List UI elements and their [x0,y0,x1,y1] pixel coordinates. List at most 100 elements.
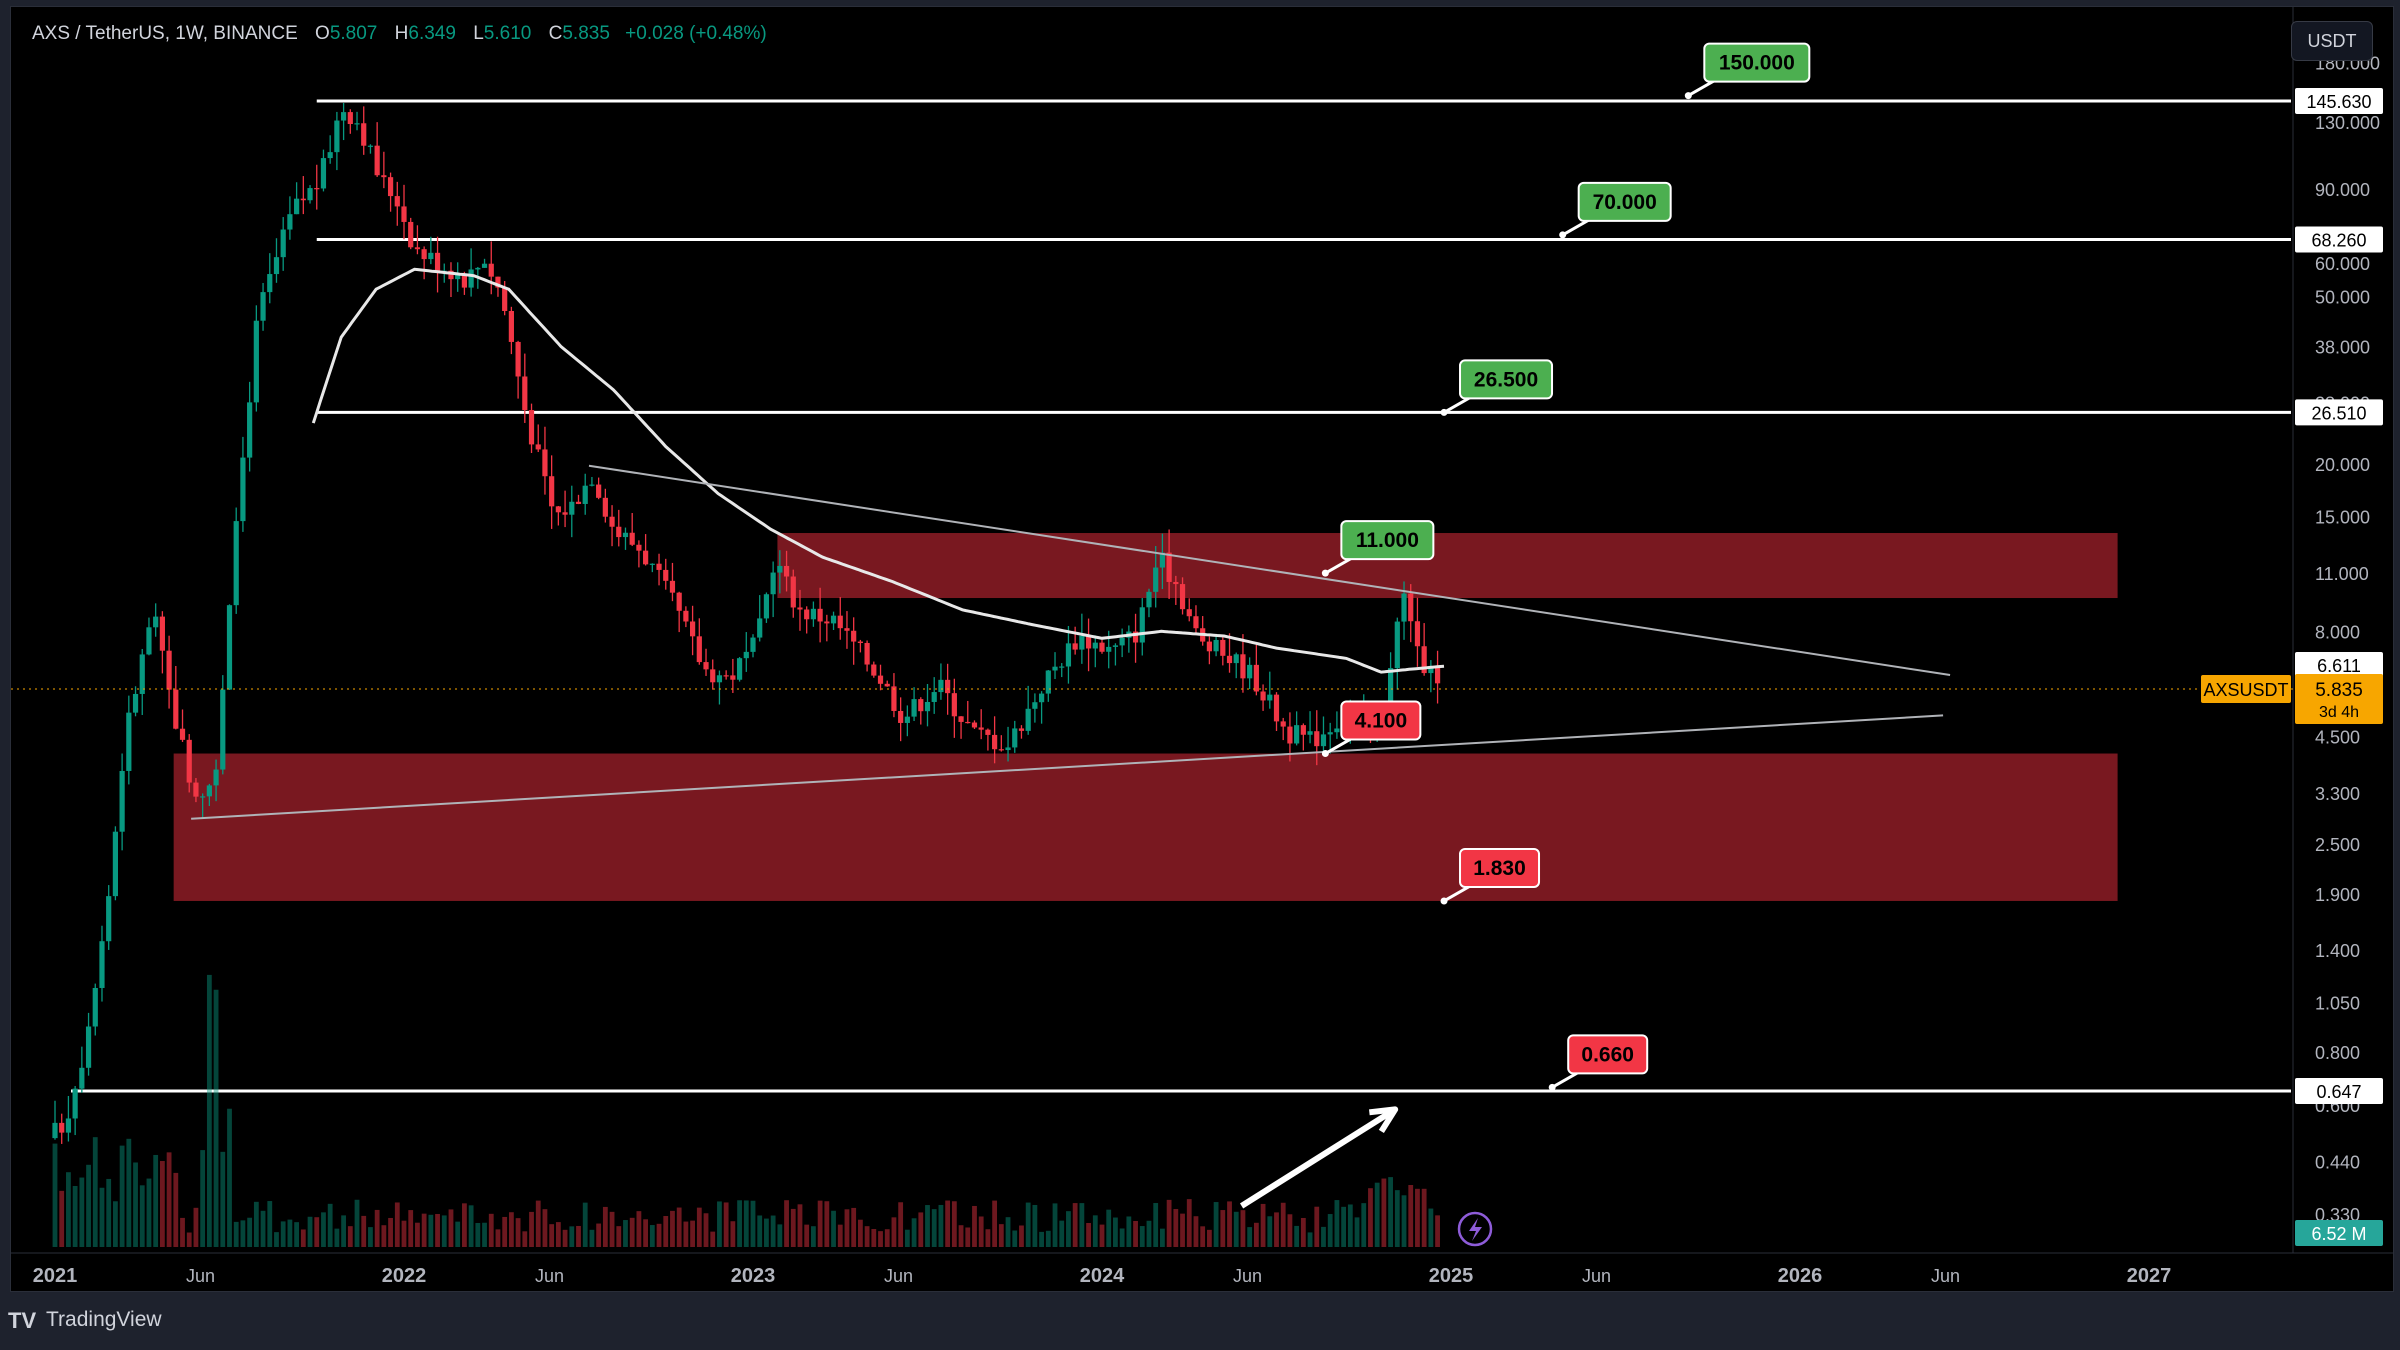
candle-body-146 [1032,702,1038,709]
candle-body-168 [1179,584,1186,610]
candle-body-104 [750,637,756,652]
candle-body-105 [757,618,763,638]
volume-bar-176 [1233,1211,1239,1247]
target-callout-5: 1.830 [1440,847,1541,905]
time-tick-label: 2021 [33,1265,78,1287]
candle-body-182 [1273,694,1280,722]
candle-body-91 [663,569,669,581]
volume-bar-170 [1193,1216,1199,1247]
level-tag-1: 68.260 [2295,226,2383,253]
volume-bar-175 [1227,1201,1232,1247]
candle-body-11 [126,712,132,771]
volume-bar-125 [891,1217,897,1247]
candle-body-44 [347,112,353,125]
candle-body-191 [1334,728,1340,733]
price-tick-label: 1.400 [2315,941,2360,961]
candle-body-122 [871,664,877,676]
volume-group [52,974,1440,1247]
volume-bar-114 [817,1200,823,1247]
candle-body-84 [616,526,622,538]
callout-label: 70.000 [1593,191,1657,214]
volume-bar-20 [186,1232,192,1247]
candle-body-66 [495,276,501,288]
symbol-title[interactable]: AXS / TetherUS, 1W, BINANCE [32,23,298,44]
candle-body-63 [475,267,481,270]
candle-body-120 [857,641,863,643]
volume-bar-201 [1401,1195,1407,1247]
volume-bar-179 [1253,1222,1259,1247]
candle-body-134 [951,693,957,717]
candle-body-46 [361,123,367,146]
volume-bar-137 [972,1205,977,1247]
volume-bar-204 [1421,1188,1427,1247]
volume-bar-78 [576,1225,581,1247]
price-tick-label: 50.000 [2315,287,2370,307]
candle-body-170 [1193,616,1199,629]
volume-bar-148 [1045,1230,1051,1247]
callout-label: 4.100 [1355,710,1408,733]
volume-bar-202 [1408,1185,1414,1247]
candle-body-110 [790,576,796,608]
candle-body-138 [978,727,984,730]
volume-bar-68 [508,1212,514,1247]
volume-bar-141 [998,1224,1004,1247]
volume-bar-116 [831,1210,836,1247]
price-tick-label: 1.900 [2315,885,2360,905]
symbol-tag-text: AXSUSDT [2203,680,2288,700]
volume-bar-166 [1166,1199,1172,1247]
volume-bar-106 [764,1218,769,1247]
volume-bar-104 [750,1200,756,1247]
trend-arrow-shaft [1240,1106,1397,1209]
volume-bar-119 [851,1207,857,1247]
zone-rect-1 [173,753,2118,901]
tradingview-brand[interactable]: TradingView [46,1308,162,1331]
callout-anchor-dot [1440,897,1448,905]
price-chart[interactable]: 150.000 70.000 26.500 11.000 4.100 1.830 0.660… [11,7,2393,1291]
volume-bar-10 [119,1145,125,1247]
chart-frame[interactable]: 150.000 70.000 26.500 11.000 4.100 1.830 0.660… [10,6,2394,1292]
moving-average-line [311,267,1445,674]
volume-bar-73 [542,1209,548,1247]
volume-bar-48 [374,1209,380,1247]
volume-bar-102 [737,1200,742,1247]
volume-bar-132 [938,1204,944,1247]
volume-bar-63 [475,1222,481,1247]
zones-group [173,533,2118,901]
volume-bar-115 [824,1201,830,1247]
volume-bar-39 [314,1217,320,1247]
candle-body-102 [736,658,743,680]
candle-body-13 [139,654,145,694]
candle-body-18 [173,689,179,729]
candle-body-202 [1408,593,1414,622]
close-value: 5.835 [562,23,610,44]
volume-bar-15 [153,1154,159,1247]
volume-bar-12 [133,1162,138,1247]
volume-bar-38 [307,1216,313,1247]
candle-body-88 [643,550,649,565]
candle-body-93 [676,592,682,611]
volume-bar-99 [717,1201,722,1247]
callout-anchor-dot [1321,750,1329,758]
volume-bar-87 [636,1211,642,1247]
volume-bar-8 [106,1178,112,1247]
volume-bar-205 [1428,1208,1434,1247]
currency-button[interactable]: USDT [2291,21,2373,61]
callout-label: 26.500 [1474,368,1538,391]
volume-bar-181 [1267,1216,1273,1247]
target-callout-0: 150.000 [1684,42,1811,100]
volume-bar-58 [441,1215,447,1247]
level-tag-0: 145.630 [2295,88,2383,114]
time-tick-label: Jun [1931,1266,1960,1286]
candle-body-24 [213,769,219,786]
candle-body-19 [179,728,186,740]
candle-body-53 [408,221,414,248]
candle-body-86 [629,532,635,545]
candle-body-115 [824,621,830,624]
volume-bar-127 [904,1229,910,1247]
tradingview-logo-icon[interactable]: TV [8,1308,37,1333]
candle-body-1 [59,1122,65,1133]
footer: TV TradingView [8,1290,408,1350]
volume-bar-76 [562,1229,568,1247]
volume-bar-150 [1059,1220,1065,1247]
volume-bar-206 [1435,1215,1440,1247]
